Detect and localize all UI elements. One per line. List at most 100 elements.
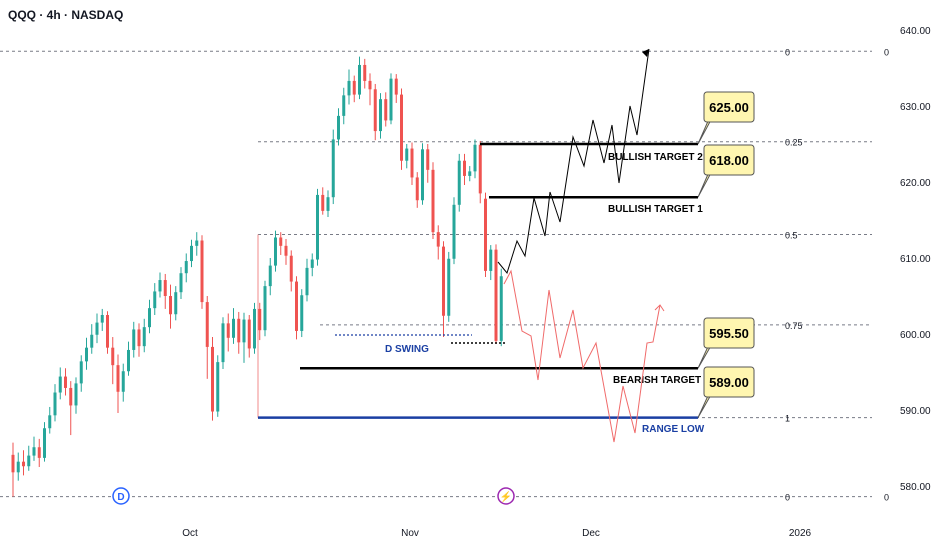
- candle: [473, 144, 477, 172]
- candle: [316, 194, 319, 260]
- x-tick-label: 2026: [789, 528, 812, 539]
- candle: [400, 94, 403, 161]
- candle: [32, 447, 36, 456]
- candle: [321, 194, 325, 211]
- candle: [326, 197, 330, 211]
- candle: [373, 89, 377, 132]
- candle: [410, 148, 414, 178]
- candle: [405, 148, 409, 161]
- candle: [421, 149, 424, 201]
- callout-price: 618.00: [709, 153, 749, 168]
- projection-paths: [497, 48, 665, 443]
- candle: [447, 258, 451, 316]
- fib-level-label: 0.75: [785, 321, 803, 331]
- candle: [221, 323, 225, 363]
- bullish-path: [497, 48, 650, 275]
- candle: [463, 160, 466, 176]
- callout-box: [703, 91, 755, 123]
- candle: [331, 139, 335, 198]
- candle: [394, 78, 398, 95]
- candle: [37, 447, 41, 458]
- price-callouts: 625.00 618.00 595.50 589.00: [697, 91, 755, 418]
- bullish-arrow-head: [642, 49, 649, 57]
- bearish-path: [503, 269, 661, 443]
- candle: [247, 319, 251, 349]
- candle: [137, 329, 141, 347]
- fib-axis-label: 0: [884, 493, 889, 503]
- y-tick-label: 590.00: [900, 406, 931, 417]
- candle: [289, 255, 293, 282]
- candle: [163, 280, 167, 296]
- candle: [310, 259, 314, 268]
- candle: [58, 376, 62, 393]
- y-tick-label: 610.00: [900, 254, 931, 265]
- candle: [11, 454, 15, 473]
- candle: [352, 80, 356, 95]
- candle: [478, 144, 482, 194]
- candle: [48, 415, 52, 429]
- y-tick-label: 640.00: [900, 26, 931, 37]
- fib-level-label: 0.5: [785, 230, 798, 240]
- dividend-marker-label: D: [117, 492, 124, 503]
- x-tick-label: Dec: [582, 528, 600, 539]
- candle: [64, 376, 67, 388]
- target-levels: D SWING BULLISH TARGET 2 BULLISH TARGET 1 B…: [258, 142, 710, 435]
- candle: [174, 292, 178, 315]
- candle: [16, 461, 20, 473]
- chart-title: QQQ · 4h · NASDAQ: [8, 8, 124, 22]
- candle: [148, 308, 151, 328]
- candle: [237, 318, 241, 343]
- event-marker-label: ⚡: [500, 490, 512, 503]
- candle: [379, 99, 382, 132]
- bearish-arrow-head: [654, 304, 665, 312]
- candle: [347, 80, 351, 96]
- candle: [53, 392, 57, 416]
- dividend-marker[interactable]: [112, 487, 130, 505]
- candle: [69, 387, 73, 406]
- candle: [195, 240, 199, 246]
- candle: [268, 265, 272, 287]
- candle: [499, 276, 503, 341]
- y-tick-label: 620.00: [900, 178, 931, 189]
- candle: [389, 78, 393, 121]
- y-tick-label: 600.00: [900, 330, 931, 341]
- candle: [279, 237, 283, 246]
- candle: [179, 273, 183, 293]
- target-label: BULLISH TARGET 1: [608, 204, 703, 215]
- candle: [85, 347, 88, 362]
- candle: [116, 365, 120, 392]
- target-label: BEARISH TARGET 1: [613, 375, 710, 386]
- y-tick-label: 580.00: [900, 482, 931, 493]
- target-label: RANGE LOW: [642, 424, 705, 435]
- callout-price: 589.00: [709, 375, 749, 390]
- candle: [342, 95, 346, 116]
- candle: [100, 315, 104, 323]
- candle: [363, 64, 367, 81]
- y-axis: 640.00 630.00 620.00 610.00 600.00 590.00 580.…: [900, 26, 931, 493]
- candle: [468, 171, 472, 176]
- candle: [442, 246, 445, 316]
- candle: [79, 361, 83, 384]
- candle: [153, 291, 157, 309]
- candle: [200, 240, 204, 303]
- fib-axis-label: 0: [884, 47, 889, 57]
- d-swing-label: D SWING: [385, 344, 429, 355]
- event-marker[interactable]: [497, 487, 515, 505]
- candle: [457, 160, 461, 205]
- x-axis: Oct Nov Dec 2026: [182, 528, 811, 539]
- y-tick-label: 630.00: [900, 102, 931, 113]
- candle: [226, 323, 230, 338]
- candle: [384, 99, 388, 121]
- candle: [121, 371, 125, 392]
- candle: [142, 327, 146, 347]
- candle: [426, 149, 430, 170]
- fib-level-label: 1: [785, 414, 790, 424]
- fib-level-label: 0.25: [785, 138, 803, 148]
- candle: [190, 245, 193, 262]
- callout-box: [703, 366, 755, 398]
- candle: [284, 245, 288, 256]
- fib-grid: 0 0.25 0.5 0.75 1 0 0 0: [0, 47, 889, 503]
- candle: [484, 198, 487, 271]
- candle: [158, 280, 162, 292]
